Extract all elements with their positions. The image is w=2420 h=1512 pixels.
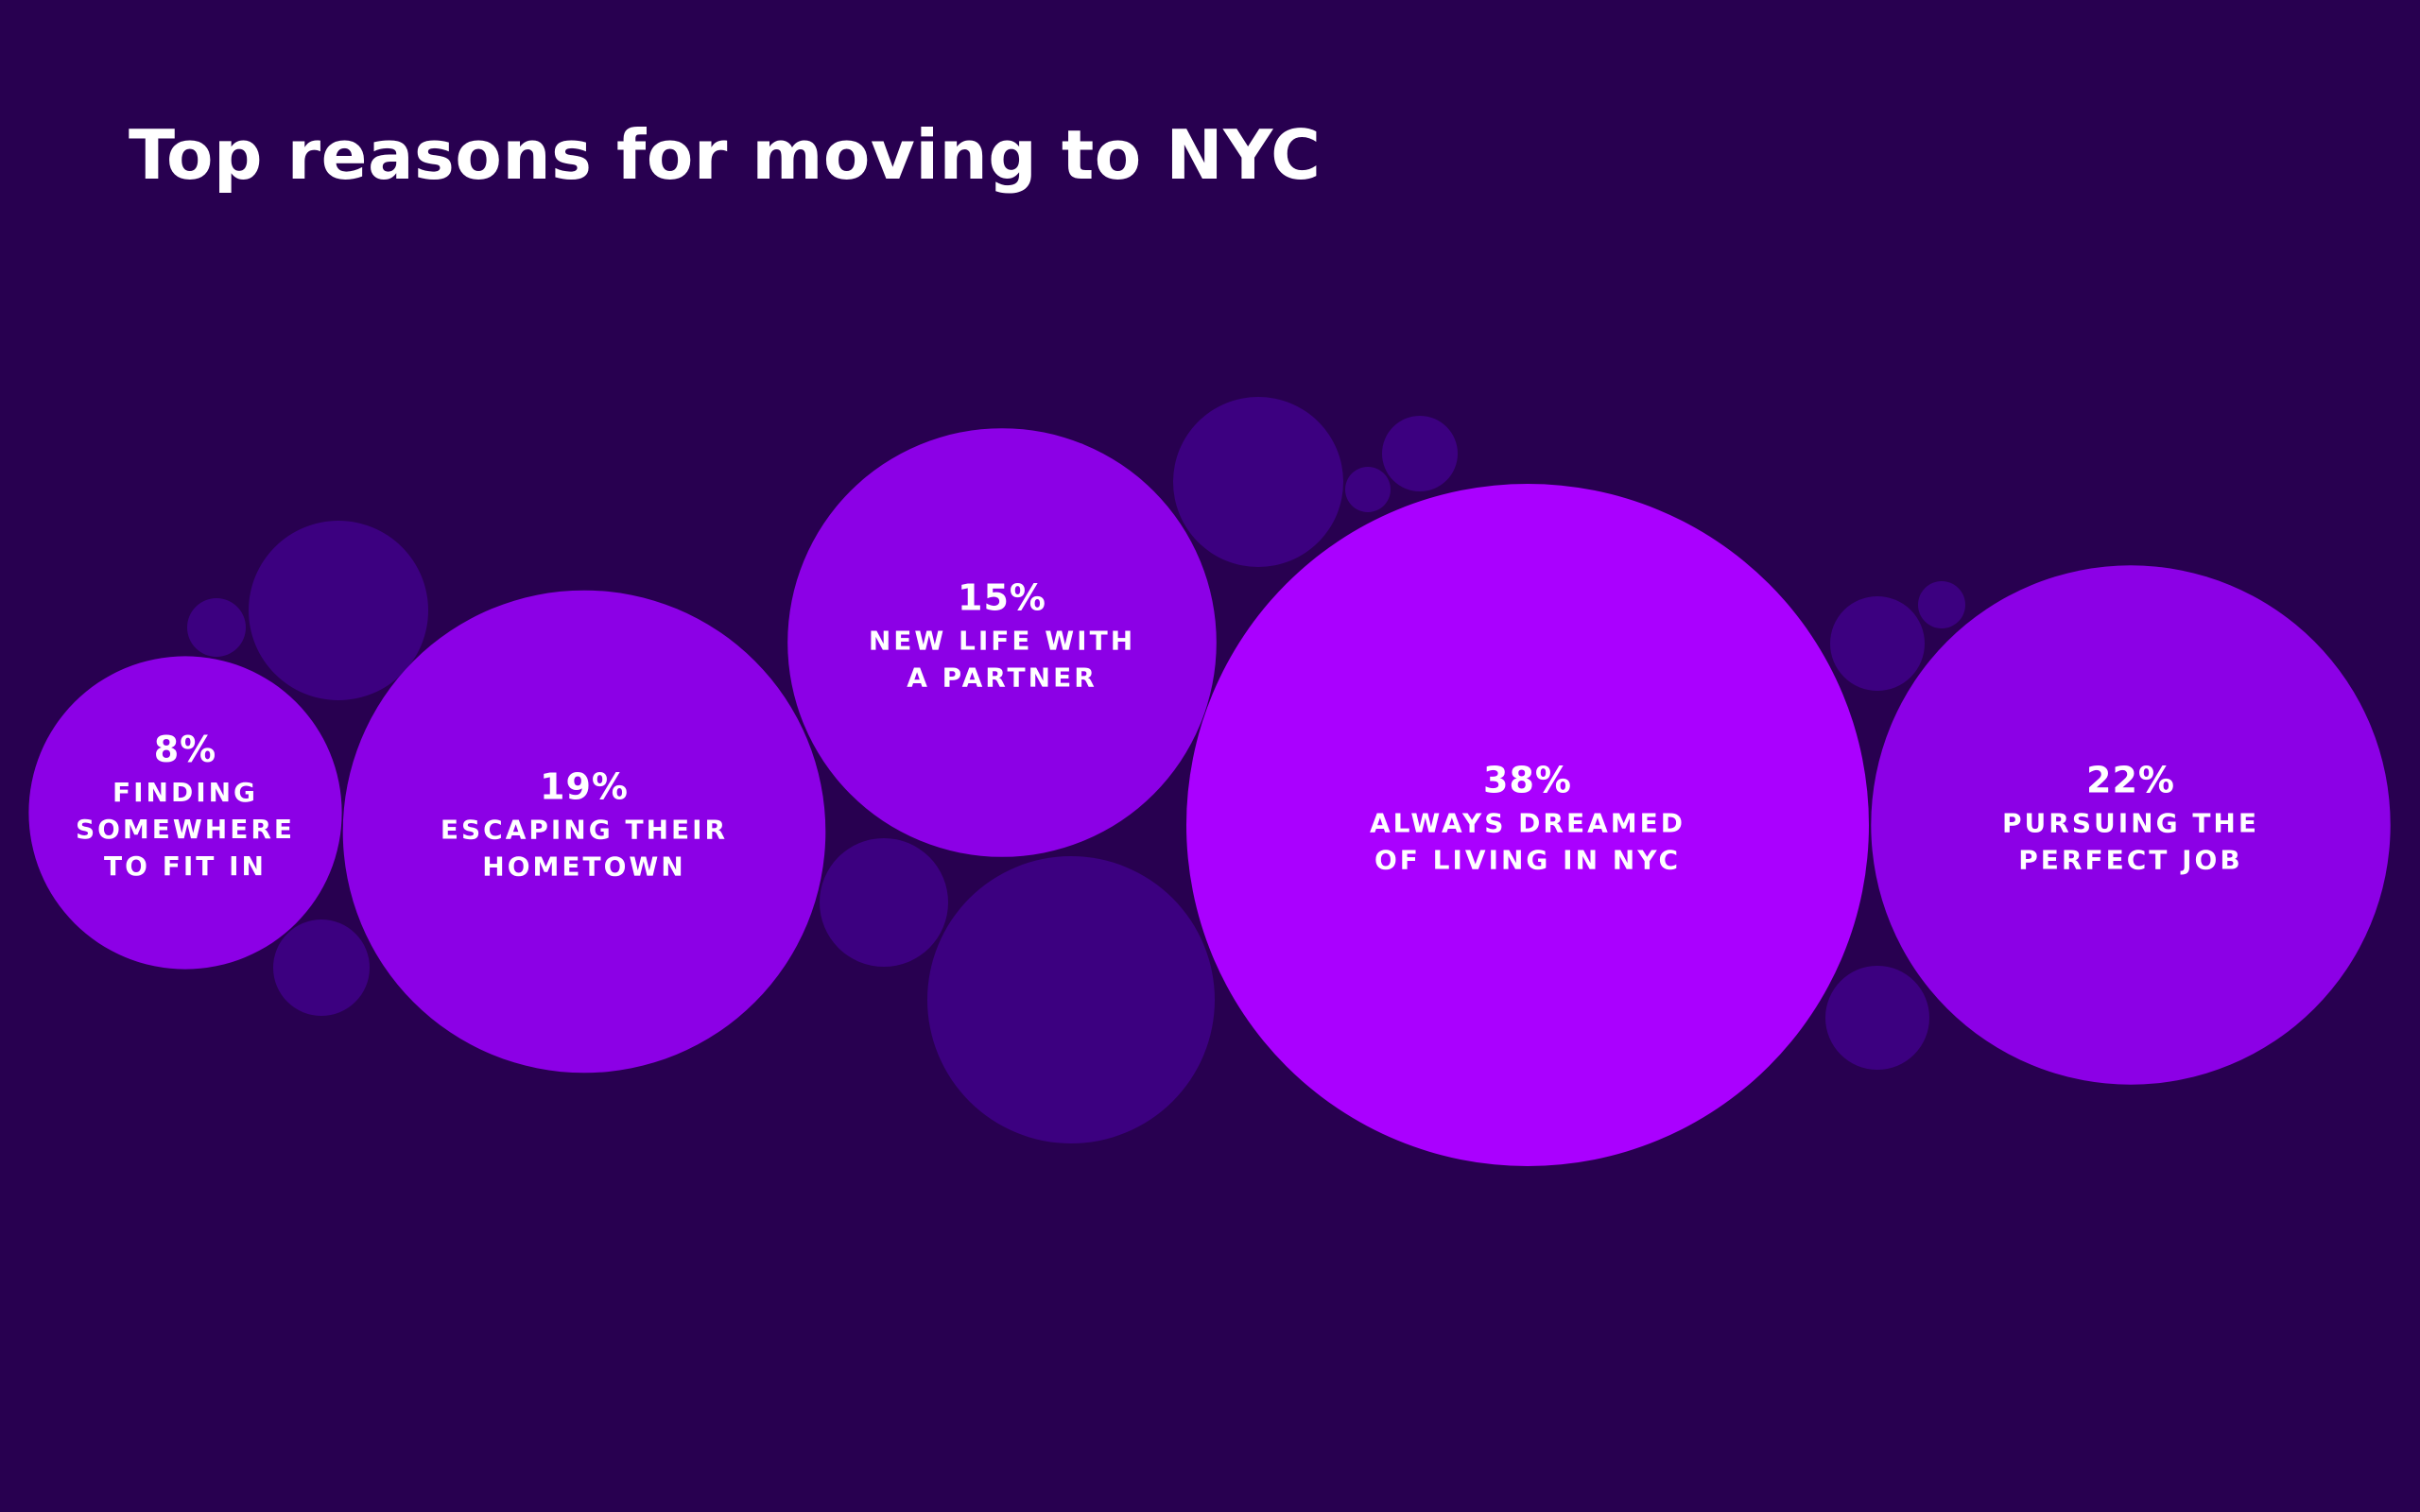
bubble-category-label: A PARTNER [907, 662, 1098, 694]
bubble-group: 38% ALWAYS DREAMED OF LIVING IN NYC [1186, 484, 1869, 1166]
bubble-category-label: PERFECT JOB [2018, 845, 2242, 876]
data-bubbles: 8% FINDING SOMEWHERE TO FIT IN 19% ESCAPING T… [28, 428, 2391, 1166]
bubble-value-label: 15% [958, 577, 1046, 619]
bubble-value-label: 38% [1483, 760, 1572, 801]
decorative-bubble [273, 919, 370, 1016]
data-bubble [1186, 484, 1869, 1166]
data-bubble [28, 656, 342, 970]
decorative-bubble [1173, 397, 1343, 567]
decorative-bubble [1830, 596, 1925, 691]
bubble-category-label: SOMEWHERE [76, 814, 295, 845]
bubble-category-label: HOMETOWN [482, 851, 685, 883]
decorative-bubble [1918, 581, 1965, 628]
bubble-category-label: ALWAYS DREAMED [1370, 808, 1685, 839]
bubble-category-label: FINDING [112, 777, 258, 808]
bubble-category-label: ESCAPING THEIR [441, 815, 728, 846]
bubble-group: 19% ESCAPING THEIR HOMETOWN [342, 590, 826, 1074]
bubble-category-label: OF LIVING IN NYC [1374, 845, 1681, 876]
bubble-value-label: 19% [540, 766, 629, 808]
bubble-group: 22% PURSUING THE PERFECT JOB [1871, 565, 2391, 1085]
bubble-group: 15% NEW LIFE WITH A PARTNER [787, 428, 1217, 857]
decorative-bubbles [187, 397, 1965, 1143]
decorative-bubble [249, 521, 428, 700]
decorative-bubble [1382, 416, 1458, 491]
decorative-bubble [927, 856, 1215, 1143]
decorative-bubble [820, 838, 948, 967]
bubble-category-label: TO FIT IN [104, 850, 267, 882]
bubble-category-label: NEW LIFE WITH [869, 626, 1135, 657]
bubble-group: 8% FINDING SOMEWHERE TO FIT IN [28, 656, 342, 970]
decorative-bubble [1345, 467, 1391, 512]
chart-title: Top reasons for moving to NYC [129, 115, 1322, 195]
decorative-bubble [1825, 966, 1929, 1070]
decorative-bubble [187, 598, 246, 657]
bubble-category-label: PURSUING THE [2002, 808, 2259, 839]
data-bubble [342, 590, 826, 1074]
data-bubble [1871, 565, 2391, 1085]
data-bubble [787, 428, 1217, 857]
bubble-value-label: 8% [154, 729, 217, 770]
bubble-value-label: 22% [2086, 760, 2175, 801]
